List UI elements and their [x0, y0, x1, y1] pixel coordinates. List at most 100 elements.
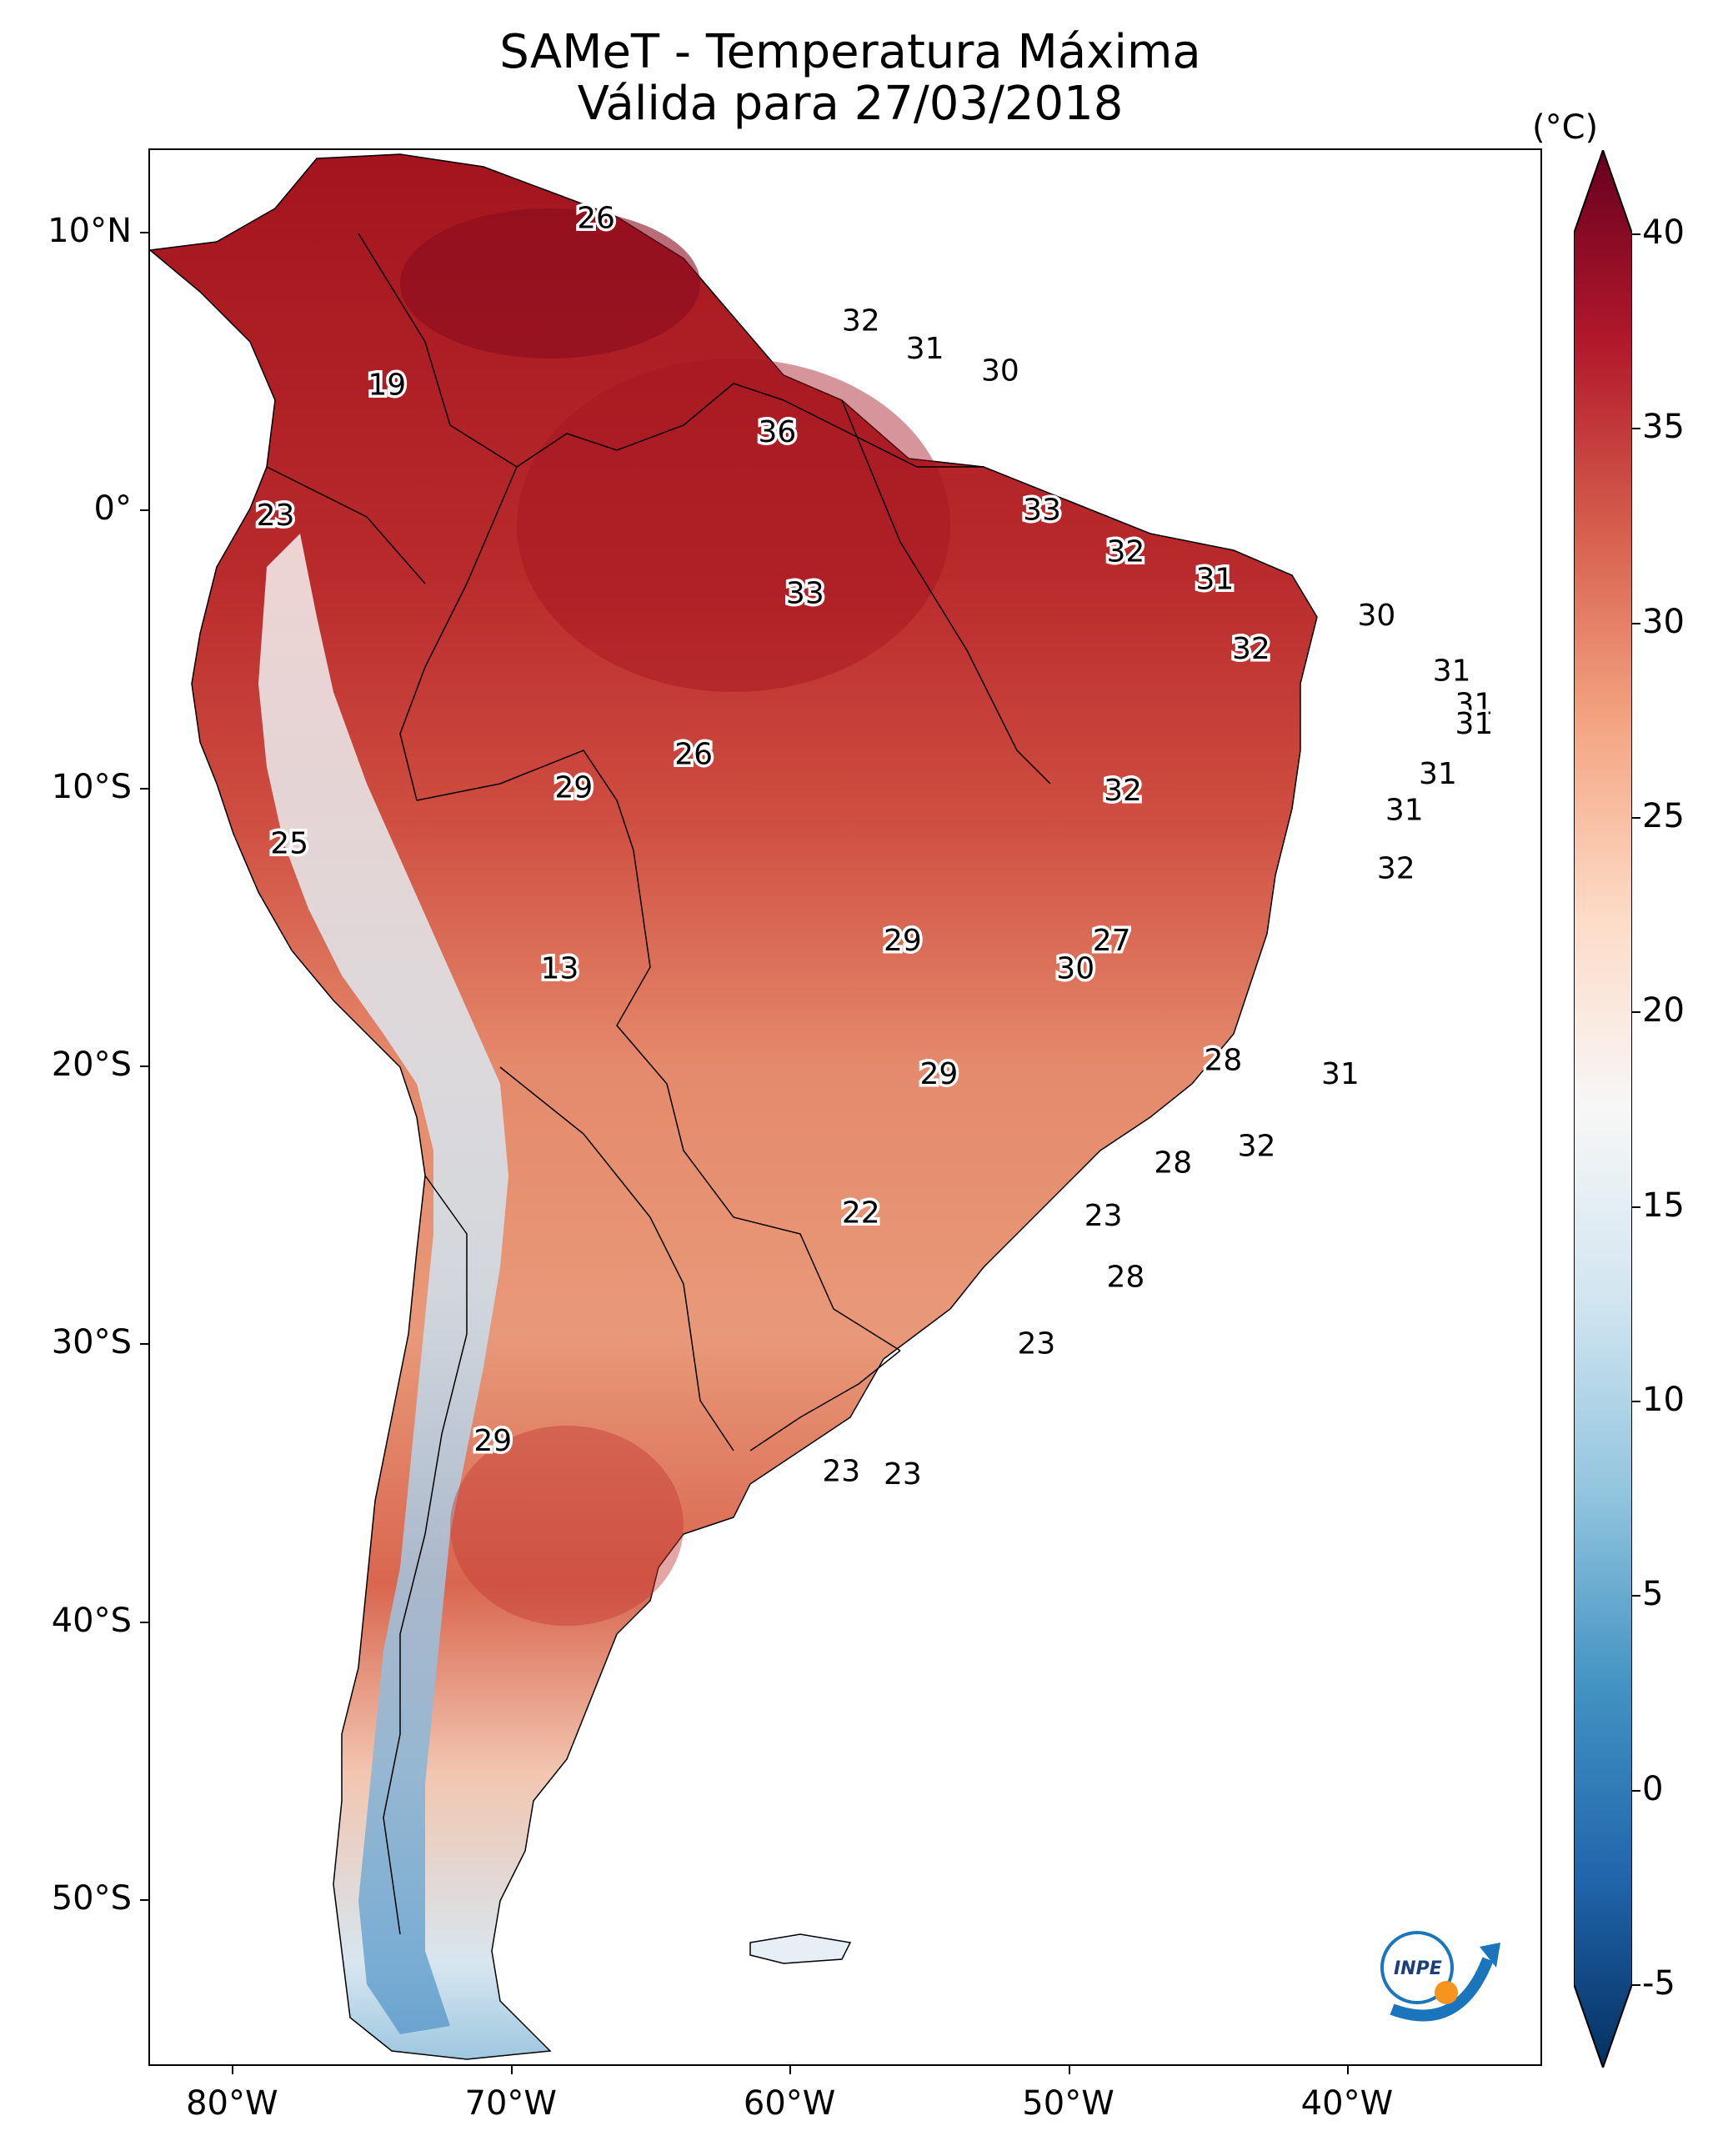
colorbar-tick-mark: [1632, 233, 1640, 235]
station-value-label: 29: [473, 1424, 512, 1458]
station-value-label: 27: [1093, 924, 1131, 958]
latitude-tick-mark: [140, 509, 148, 512]
colorbar-tick-mark: [1632, 428, 1640, 430]
station-value-label: 25: [270, 826, 308, 860]
colorbar-tick-mark: [1632, 1011, 1640, 1014]
longitude-tick-mark: [232, 2066, 234, 2074]
station-value-label: 23: [884, 1457, 922, 1492]
station-value-label: 31: [1321, 1057, 1360, 1091]
colorbar-tick-label: 35: [1642, 408, 1685, 447]
latitude-tick-label: 40°S: [51, 1601, 132, 1640]
longitude-tick-label: 60°W: [743, 2084, 836, 2123]
colorbar-tick-label: 40: [1642, 213, 1685, 252]
station-value-label: 31: [1455, 688, 1493, 722]
station-value-label: 28: [1205, 1043, 1243, 1077]
station-value-label: 32: [1238, 1130, 1276, 1164]
station-value-label: 19: [368, 368, 406, 402]
station-value-label: 29: [554, 771, 593, 805]
colorbar-tick-label: -5: [1642, 1964, 1675, 2003]
latitude-tick-label: 20°S: [51, 1045, 132, 1084]
longitude-tick-mark: [1068, 2066, 1070, 2074]
longitude-tick-label: 50°W: [1022, 2084, 1114, 2123]
station-value-label: 31: [1433, 654, 1471, 689]
station-value-label: 32: [1377, 851, 1415, 885]
station-value-label: 31: [906, 332, 944, 366]
longitude-tick-mark: [510, 2066, 513, 2074]
colorbar-tick-mark: [1632, 1206, 1640, 1208]
colorbar-tick-label: 0: [1642, 1769, 1664, 1808]
colorbar-tick-mark: [1632, 817, 1640, 819]
station-value-label: 28: [1106, 1260, 1144, 1294]
station-value-label: 22: [842, 1196, 880, 1231]
map-area: 26 32 31 30 19 36 33 23 32 33 31 30 32 31 31 31 26 31 29 32…: [148, 148, 1542, 2066]
latitude-tick-label: 10°S: [51, 767, 132, 806]
inpe-logo: INPE: [1380, 1931, 1500, 2022]
longitude-tick-mark: [789, 2066, 792, 2074]
station-value-label: 26: [577, 201, 615, 235]
latitude-tick-mark: [140, 232, 148, 233]
station-value-label: 32: [1232, 632, 1270, 666]
hotspot-north: [400, 208, 700, 358]
figure-title: SAMeT - Temperatura Máxima: [499, 25, 1201, 79]
colorbar-tick-label: 25: [1642, 797, 1685, 835]
station-value-label: 29: [884, 924, 922, 958]
colorbar-tick-mark: [1632, 1401, 1640, 1402]
station-value-label: 30: [981, 354, 1019, 389]
colorbar-tick-label: 20: [1642, 991, 1685, 1030]
station-value-label: 13: [541, 951, 579, 985]
longitude-tick-label: 70°W: [464, 2084, 557, 2123]
latitude-tick-label: 0°: [93, 489, 132, 529]
latitude-tick-mark: [140, 1899, 148, 1901]
hotspot-amazon: [517, 358, 950, 692]
station-value-label: 28: [1154, 1146, 1192, 1181]
colorbar-tick-label: 5: [1642, 1575, 1664, 1614]
station-value-label: 32: [1106, 534, 1144, 569]
station-value-label: 23: [257, 499, 295, 533]
station-value-label: 29: [919, 1057, 958, 1091]
station-value-label: 31: [1196, 563, 1235, 597]
station-value-label: 23: [1017, 1326, 1055, 1361]
latitude-tick-label: 30°S: [51, 1323, 132, 1362]
country-borders: [266, 233, 1051, 1935]
longitude-tick-mark: [1346, 2066, 1349, 2074]
station-value-label: 31: [1419, 757, 1457, 791]
andes-cold-band: [258, 534, 508, 2034]
station-value-label: 23: [1084, 1199, 1123, 1233]
station-value-label: 32: [842, 304, 880, 338]
latitude-tick-mark: [140, 1065, 148, 1067]
hotspot-argentina: [450, 1426, 684, 1626]
station-value-label: 30: [1357, 599, 1395, 633]
colorbar-tick-mark: [1632, 1595, 1640, 1597]
svg-text:INPE: INPE: [1394, 1958, 1442, 1979]
station-value-label: 26: [674, 738, 713, 772]
colorbar-tick-mark: [1632, 1789, 1640, 1792]
latitude-tick-mark: [140, 1621, 148, 1623]
station-value-label: 31: [1455, 707, 1493, 741]
latitude-tick-label: 10°N: [48, 212, 132, 250]
colorbar-tick-label: 30: [1642, 602, 1685, 641]
station-value-label: 33: [1023, 493, 1061, 527]
station-value-label: 36: [758, 415, 796, 449]
colorbar: [1574, 150, 1632, 2068]
latitude-tick-mark: [140, 787, 148, 790]
colorbar-tick-label: 15: [1642, 1186, 1685, 1225]
falkland-islands: [749, 1933, 852, 1964]
longitude-tick-label: 40°W: [1300, 2084, 1394, 2123]
colorbar-unit: (°C): [1532, 108, 1599, 147]
colorbar-body: [1574, 150, 1632, 2068]
colorbar-tick-mark: [1632, 1984, 1640, 1986]
colorbar-tick-label: 10: [1642, 1381, 1685, 1419]
station-value-label: 30: [1056, 951, 1094, 985]
figure-subtitle: Válida para 27/03/2018: [577, 77, 1124, 131]
station-value-label: 32: [1104, 774, 1142, 808]
station-value-label: 23: [822, 1455, 860, 1489]
longitude-tick-label: 80°W: [186, 2084, 278, 2123]
station-value-label: 33: [786, 576, 824, 610]
latitude-tick-mark: [140, 1343, 148, 1346]
colorbar-tick-mark: [1632, 622, 1640, 624]
station-value-label: 31: [1385, 793, 1424, 827]
latitude-tick-label: 50°S: [51, 1879, 132, 1918]
